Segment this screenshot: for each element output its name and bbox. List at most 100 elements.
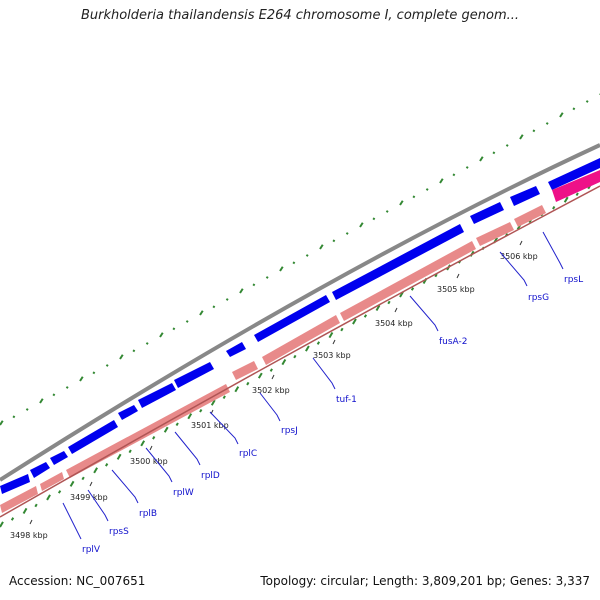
scale-tick-label: 3500 kbp — [130, 457, 168, 466]
gene-label[interactable]: tuf-1 — [336, 395, 357, 405]
scale-tick-mark — [332, 339, 336, 345]
scale-tick-label: 3505 kbp — [437, 285, 475, 294]
feature-arrow — [0, 486, 38, 513]
gc-dot — [65, 386, 69, 389]
feature-arrow — [174, 362, 214, 388]
gene-labels[interactable]: rplV rpsS rplB rplW rplD rplC rpsJ tuf-1 fusA-2 r… — [62, 231, 583, 555]
gc-tick — [10, 517, 15, 521]
gene-label[interactable]: fusA-2 — [439, 337, 468, 347]
gc-tick — [563, 196, 569, 203]
feature-arrow — [548, 158, 600, 190]
gc-tick — [187, 413, 193, 420]
feature-arrow — [68, 420, 118, 454]
gc-tick — [93, 467, 98, 474]
gene-leader-line — [542, 231, 564, 270]
forward-strand-features — [0, 158, 600, 494]
gc-tick — [281, 359, 287, 366]
gc-tick — [363, 314, 368, 318]
gc-dot — [159, 332, 164, 338]
gc-dot — [332, 239, 336, 243]
gene-label[interactable]: rpsL — [564, 275, 583, 285]
gc-tick — [257, 372, 263, 379]
gc-tick — [410, 287, 415, 291]
gene-label[interactable]: rplC — [239, 449, 257, 459]
feature-arrow — [476, 222, 514, 246]
gc-tick — [152, 436, 156, 440]
gc-dot — [412, 195, 416, 199]
gc-tick — [34, 503, 38, 508]
gc-dots-outer — [0, 93, 600, 426]
gc-dot — [385, 210, 389, 213]
feature-arrow — [254, 295, 330, 342]
feature-arrow — [66, 384, 230, 478]
gc-tick — [246, 381, 250, 386]
scale-tick-label: 3498 kbp — [10, 531, 48, 540]
gc-dot — [25, 408, 29, 411]
gc-dot — [212, 305, 216, 309]
gc-dot — [505, 144, 509, 147]
gene-label[interactable]: rpsJ — [281, 426, 298, 436]
gc-tick — [81, 476, 85, 481]
gc-tick — [328, 331, 334, 339]
gc-tick — [105, 463, 109, 467]
gc-tick — [222, 395, 226, 399]
gene-leader-line — [87, 489, 109, 522]
gene-leader-line — [209, 411, 239, 445]
gene-label[interactable]: rplB — [139, 509, 157, 519]
gc-tick — [57, 490, 62, 494]
gc-dot — [425, 188, 429, 191]
feature-arrow — [232, 361, 258, 380]
gc-dot — [519, 134, 524, 140]
gc-tick — [316, 341, 321, 345]
gc-tick — [352, 318, 357, 325]
gc-tick — [340, 327, 344, 332]
gc-dot — [319, 244, 324, 250]
scale-tick-mark — [149, 445, 153, 451]
gene-leader-line — [145, 447, 173, 483]
scale-tick-label: 3501 kbp — [191, 421, 229, 430]
scale-tick-label: 3506 kbp — [500, 252, 538, 261]
gc-tick — [0, 521, 4, 528]
feature-arrow — [138, 383, 176, 408]
gc-dot — [492, 151, 496, 155]
reverse-strand-shadow — [0, 185, 600, 518]
genome-meta-text: Topology: circular; Length: 3,809,201 bp… — [260, 574, 590, 588]
gene-label[interactable]: rpsG — [528, 293, 549, 303]
gc-dot — [279, 266, 284, 272]
feature-arrow — [552, 170, 600, 202]
gene-label[interactable]: rplV — [82, 545, 101, 555]
feature-arrow — [340, 241, 476, 321]
scale-tick-mark — [394, 307, 398, 313]
gc-dot — [305, 254, 309, 257]
gc-dot — [439, 178, 444, 184]
feature-arrow — [0, 474, 30, 494]
feature-arrow — [470, 202, 504, 224]
scale-tick-mark — [89, 481, 93, 487]
gc-dot — [225, 298, 229, 301]
gc-tick — [22, 507, 28, 514]
feature-arrow — [226, 342, 246, 357]
map-title: Burkholderia thailandensis E264 chromoso… — [80, 8, 520, 23]
gc-dot — [452, 173, 456, 177]
gc-dot — [265, 276, 269, 279]
gc-dot — [119, 354, 124, 360]
scale-tick-mark — [29, 519, 33, 525]
gc-dot — [252, 283, 256, 287]
gc-dot — [105, 364, 109, 367]
gc-dot — [132, 349, 136, 353]
gc-tick — [575, 192, 579, 197]
gene-leader-line — [174, 431, 201, 466]
gc-tick — [375, 304, 381, 312]
feature-arrow — [118, 405, 138, 420]
gc-tick — [175, 422, 179, 427]
gene-leader-line — [312, 357, 336, 390]
gc-tick — [269, 368, 273, 372]
gc-tick — [234, 386, 240, 393]
gene-label[interactable]: rplD — [201, 471, 220, 481]
gene-label[interactable]: rplW — [173, 488, 194, 498]
gc-tick — [210, 399, 216, 406]
gc-dot — [479, 156, 484, 162]
gene-label[interactable]: rpsS — [109, 527, 129, 537]
gc-tick — [552, 206, 556, 210]
